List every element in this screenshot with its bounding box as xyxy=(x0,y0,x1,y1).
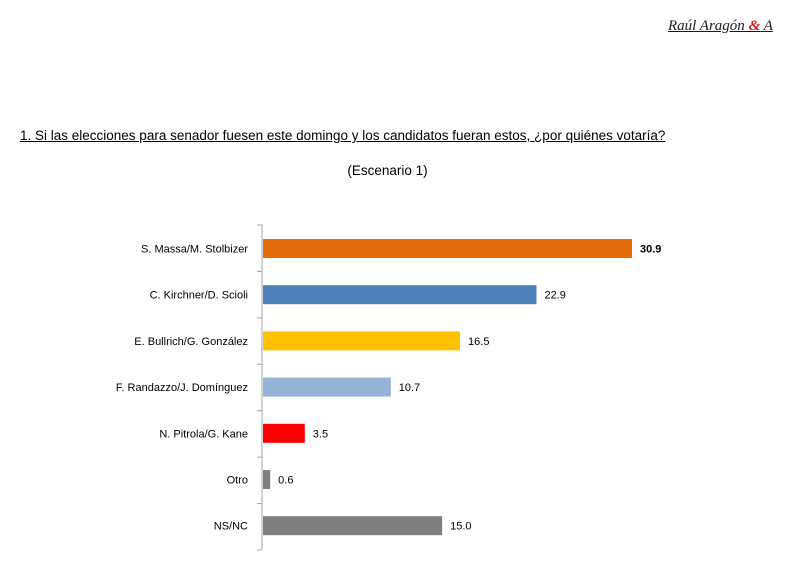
bar xyxy=(263,423,305,443)
value-label: 3.5 xyxy=(313,428,328,440)
question-title: 1. Si las elecciones para senador fuesen… xyxy=(20,128,666,143)
category-label: F. Randazzo/J. Domínguez xyxy=(116,382,248,394)
value-label: 30.9 xyxy=(640,244,661,256)
value-label: 0.6 xyxy=(278,475,293,487)
bar xyxy=(263,331,461,351)
category-label: E. Bullrich/G. González xyxy=(134,336,248,348)
chart-subtitle: (Escenario 1) xyxy=(347,163,428,178)
bar xyxy=(263,470,271,489)
value-label: 22.9 xyxy=(544,290,565,302)
bar xyxy=(263,377,391,397)
category-label: S. Massa/M. Stolbizer xyxy=(141,244,248,256)
brand-signature: Raúl Aragón & A xyxy=(668,18,773,34)
brand-ampersand: & xyxy=(748,18,761,34)
value-label: 10.7 xyxy=(399,382,420,394)
category-label: NS/NC xyxy=(214,521,248,533)
value-label: 16.5 xyxy=(468,336,489,348)
bar xyxy=(263,516,443,536)
bar xyxy=(263,285,537,305)
value-label: 15.0 xyxy=(450,521,471,533)
category-label: Otro xyxy=(227,475,248,487)
category-label: N. Pitrola/G. Kane xyxy=(159,428,248,440)
category-label: C. Kirchner/D. Scioli xyxy=(150,290,248,302)
bar xyxy=(263,239,632,258)
